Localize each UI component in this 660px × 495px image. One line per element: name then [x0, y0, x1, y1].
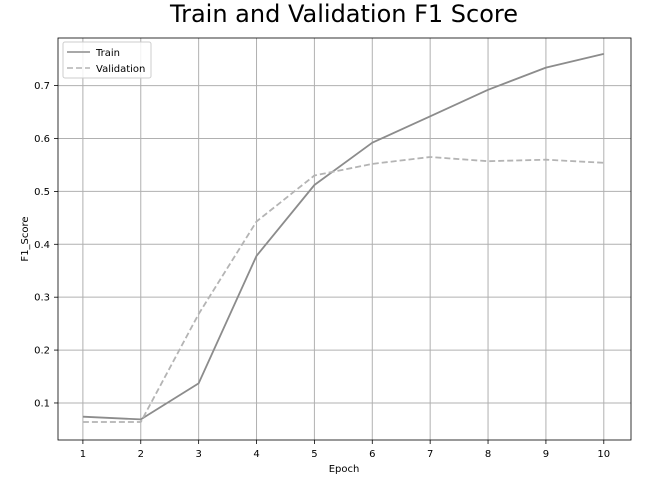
x-tick-label: 1 — [80, 449, 86, 460]
x-axis-ticks: 1 2 3 4 5 6 7 8 9 10 — [80, 440, 610, 460]
x-tick-label: 8 — [485, 449, 491, 460]
x-tick-label: 10 — [597, 449, 610, 460]
legend: Train Validation — [62, 41, 152, 79]
legend-box — [62, 41, 152, 79]
y-tick-label: 0.4 — [34, 240, 50, 251]
x-tick-label: 7 — [427, 449, 433, 460]
plot-frame — [57, 37, 632, 441]
y-tick-label: 0.1 — [34, 398, 50, 409]
y-tick-label: 0.2 — [34, 346, 50, 357]
series-line-train — [82, 53, 605, 421]
x-tick-label: 5 — [311, 449, 317, 460]
x-tick-label: 3 — [195, 449, 201, 460]
x-tick-label: 9 — [543, 449, 549, 460]
x-tick-label: 4 — [253, 449, 259, 460]
y-tick-label: 0.7 — [34, 81, 50, 92]
series-layer — [82, 53, 605, 423]
x-axis-label: Epoch — [329, 464, 360, 475]
x-tick-label: 6 — [369, 449, 375, 460]
x-tick-label: 2 — [138, 449, 144, 460]
y-tick-label: 0.6 — [34, 134, 50, 145]
series-line-validation — [82, 156, 604, 423]
legend-label-validation: Validation — [96, 64, 145, 75]
chart-title: Train and Validation F1 Score — [169, 0, 518, 28]
y-tick-label: 0.5 — [34, 187, 50, 198]
y-tick-label: 0.3 — [34, 293, 50, 304]
y-axis-ticks: 0.1 0.2 0.3 0.4 0.5 0.6 0.7 — [34, 81, 58, 409]
legend-label-train: Train — [95, 48, 120, 59]
y-axis-label: F1_Score — [20, 216, 31, 261]
grid — [58, 38, 631, 440]
